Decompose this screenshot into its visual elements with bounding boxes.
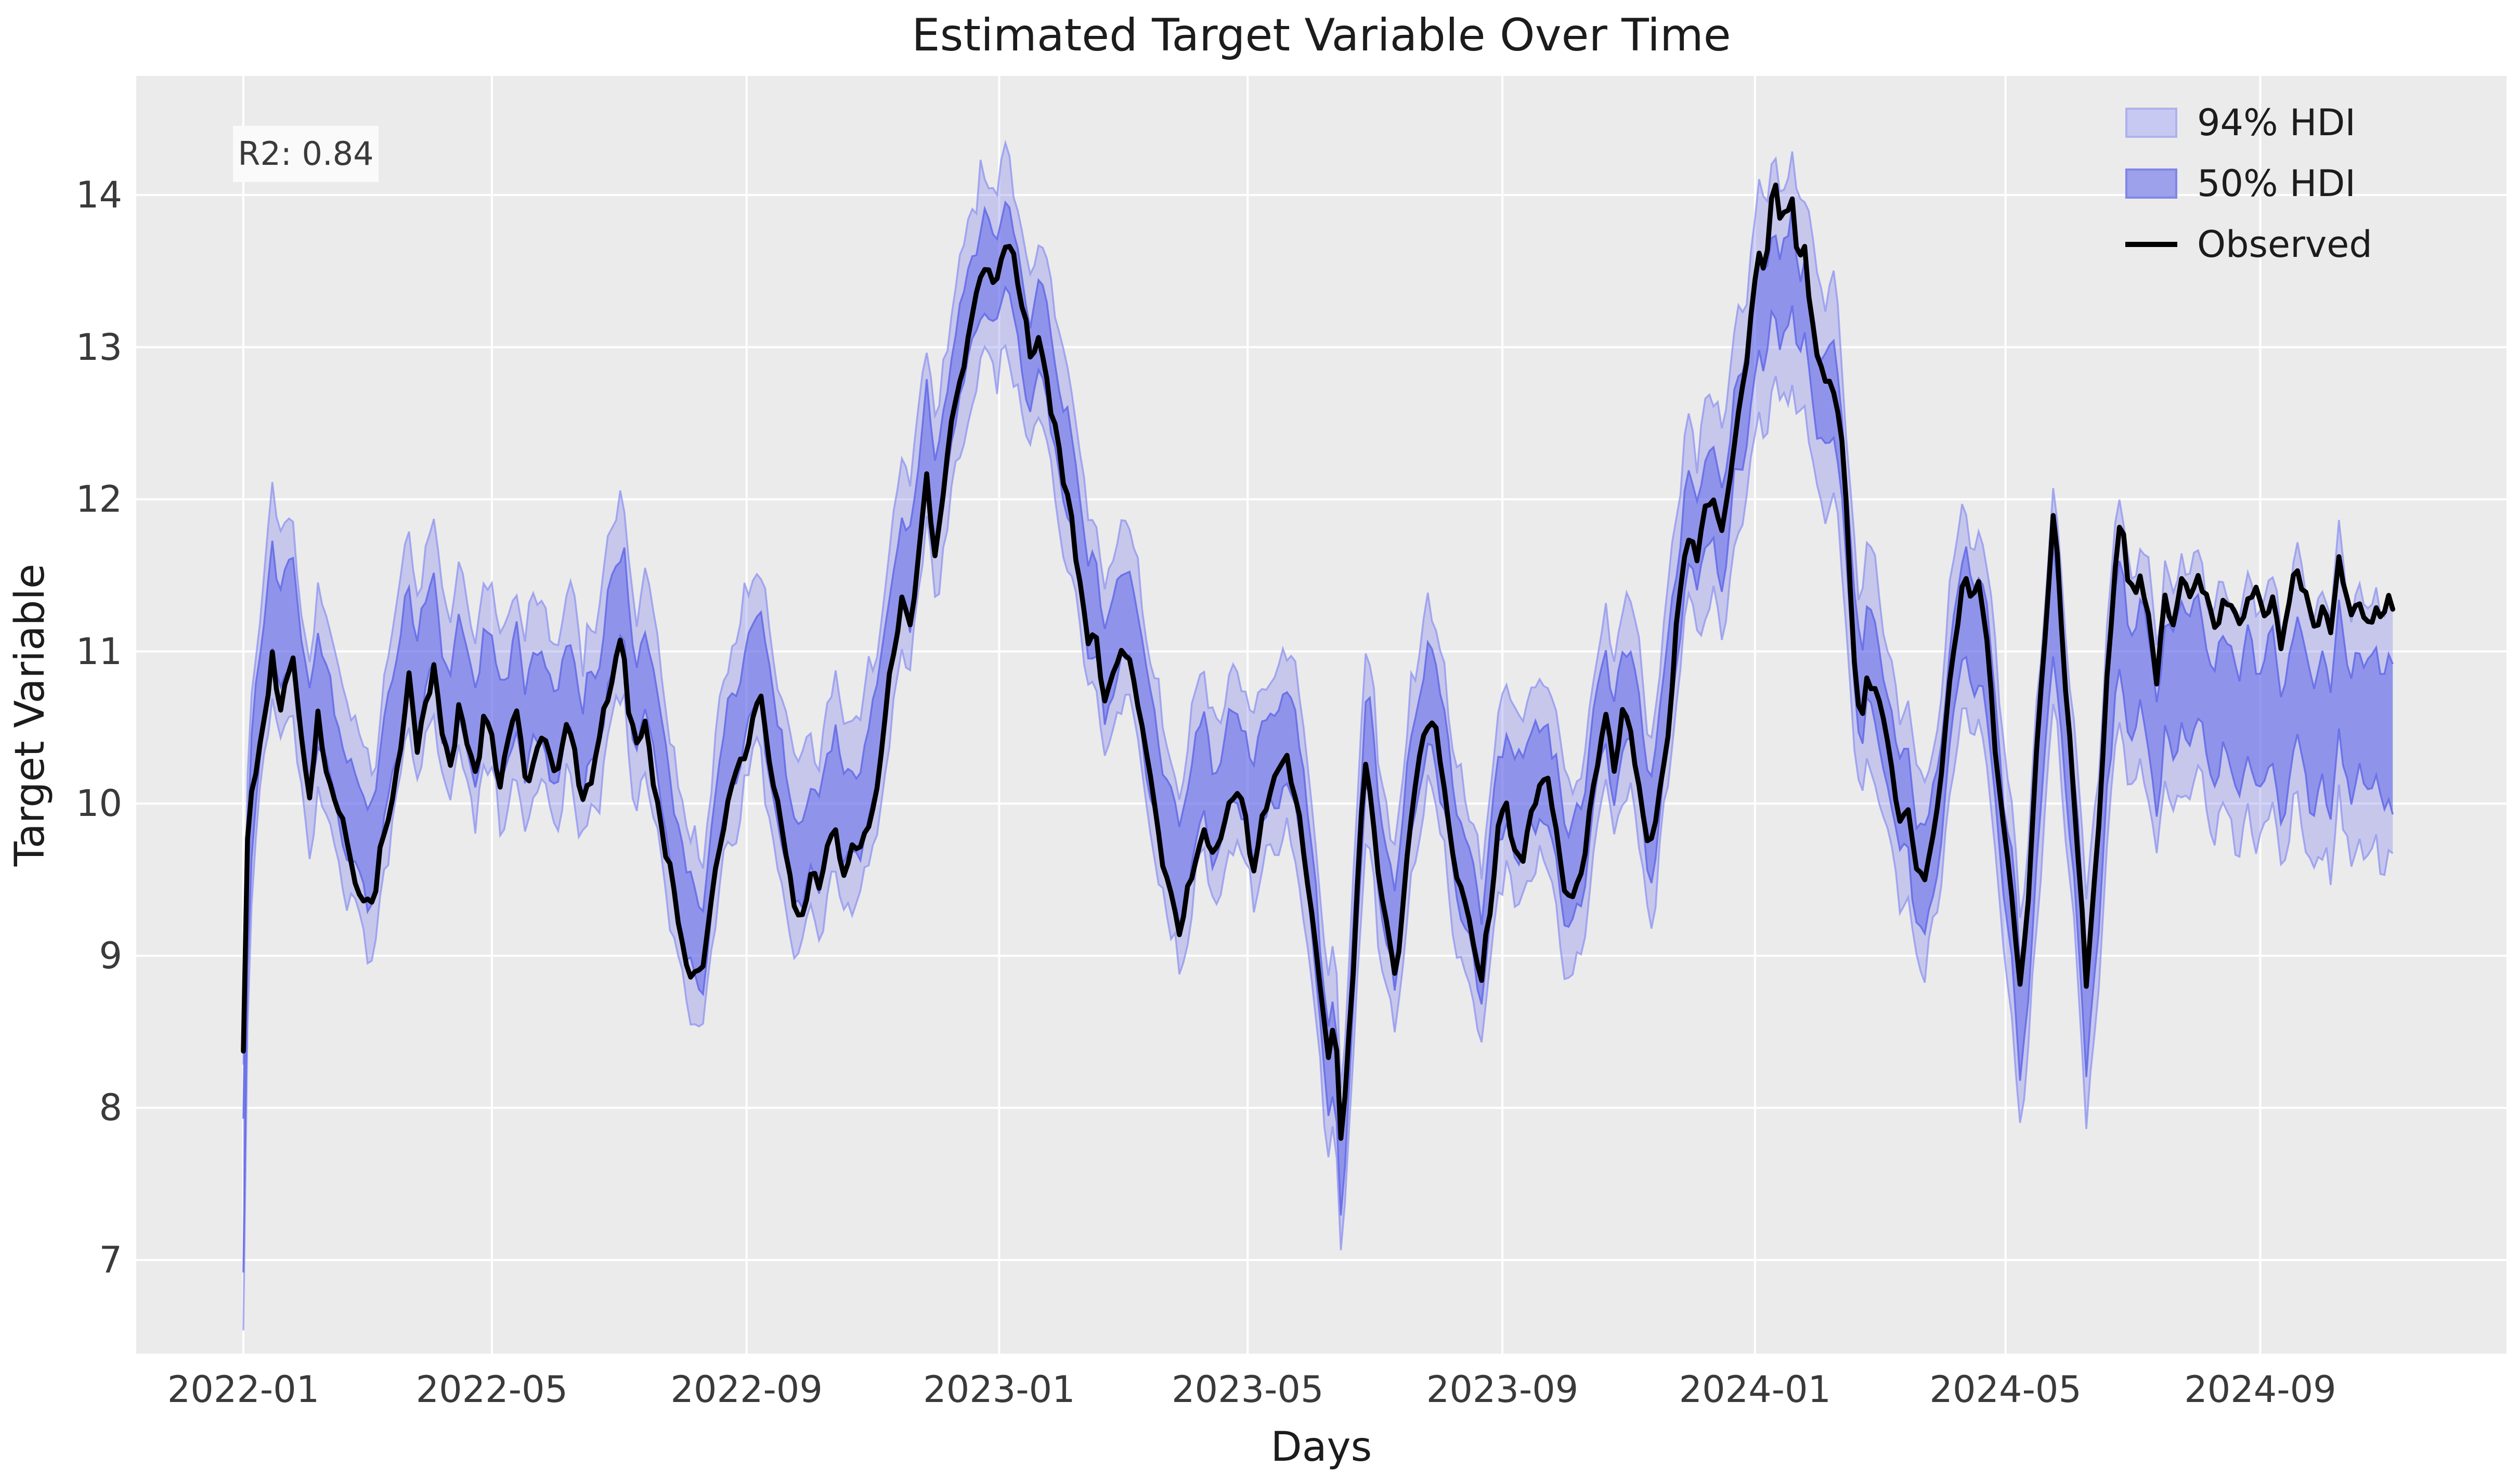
- hdi50-swatch-icon: [2125, 168, 2177, 199]
- x-tick-label: 2024-09: [2184, 1368, 2336, 1411]
- x-tick-label: 2023-05: [1172, 1368, 1324, 1411]
- x-tick-label: 2024-05: [1929, 1368, 2082, 1411]
- legend-label: 50% HDI: [2197, 162, 2356, 205]
- y-tick-label: 7: [99, 1239, 122, 1281]
- legend-item-observed: Observed: [2125, 223, 2372, 266]
- y-tick-label: 14: [75, 174, 122, 216]
- x-tick-label: 2023-01: [923, 1368, 1075, 1411]
- legend-item-94-hdi: 94% HDI: [2125, 101, 2372, 144]
- y-tick-label: 13: [75, 326, 122, 369]
- x-tick-label: 2024-01: [1679, 1368, 1831, 1411]
- x-tick-label: 2022-05: [415, 1368, 568, 1411]
- hdi94-swatch-icon: [2125, 108, 2177, 138]
- y-tick-label: 11: [75, 630, 122, 673]
- hdi94-lower-edge: [242, 344, 2394, 1331]
- legend: 94% HDI 50% HDI Observed: [2125, 101, 2372, 266]
- x-axis-label: Days: [1270, 1424, 1372, 1471]
- x-tick-label: 2022-01: [167, 1368, 320, 1411]
- x-tick-label: 2023-09: [1426, 1368, 1579, 1411]
- legend-item-50-hdi: 50% HDI: [2125, 162, 2372, 205]
- hdi94-upper-edge: [242, 139, 2394, 1089]
- chart-title: Estimated Target Variable Over Time: [912, 9, 1731, 61]
- observed-line-swatch-icon: [2125, 242, 2177, 247]
- r2-annotation: R2: 0.84: [233, 126, 379, 182]
- legend-label: Observed: [2197, 223, 2372, 266]
- y-tick-label: 9: [99, 934, 122, 977]
- x-tick-label: 2022-09: [670, 1368, 823, 1411]
- y-axis-label: Target Variable: [7, 564, 54, 866]
- y-tick-label: 12: [75, 478, 122, 521]
- observed-line: [241, 183, 2396, 1141]
- legend-label: 94% HDI: [2197, 101, 2356, 144]
- y-tick-label: 10: [75, 782, 122, 825]
- y-tick-label: 8: [99, 1086, 122, 1130]
